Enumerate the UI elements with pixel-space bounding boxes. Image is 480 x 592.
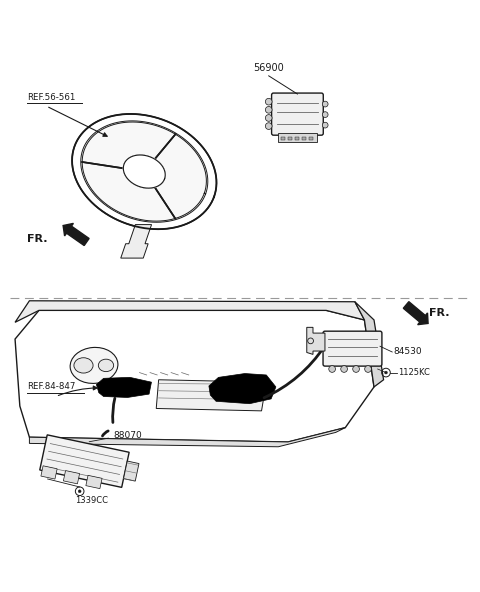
- Circle shape: [341, 366, 348, 372]
- Polygon shape: [63, 471, 80, 484]
- Circle shape: [329, 366, 336, 372]
- Polygon shape: [96, 377, 152, 397]
- Polygon shape: [209, 374, 276, 404]
- Ellipse shape: [98, 359, 114, 372]
- Polygon shape: [86, 475, 102, 488]
- Polygon shape: [29, 427, 345, 447]
- Polygon shape: [403, 302, 428, 324]
- Polygon shape: [41, 466, 57, 479]
- Polygon shape: [15, 301, 364, 322]
- Text: 1125KC: 1125KC: [398, 368, 430, 377]
- Circle shape: [78, 490, 81, 493]
- Circle shape: [323, 112, 328, 117]
- Circle shape: [265, 107, 272, 113]
- Text: FR.: FR.: [429, 308, 450, 318]
- Polygon shape: [355, 302, 384, 387]
- Bar: [310, 137, 313, 140]
- Polygon shape: [63, 223, 89, 246]
- FancyBboxPatch shape: [272, 93, 323, 135]
- Circle shape: [265, 123, 272, 130]
- Circle shape: [323, 101, 328, 107]
- Circle shape: [323, 123, 328, 128]
- Ellipse shape: [74, 358, 93, 373]
- Bar: [281, 137, 285, 140]
- Circle shape: [265, 115, 272, 121]
- Text: 84530: 84530: [393, 348, 422, 356]
- Circle shape: [384, 371, 387, 374]
- Bar: [302, 137, 306, 140]
- Polygon shape: [15, 310, 374, 442]
- Polygon shape: [123, 155, 165, 188]
- Text: 56900: 56900: [253, 63, 284, 73]
- Text: REF.56-561: REF.56-561: [27, 93, 75, 102]
- Bar: [288, 137, 292, 140]
- Text: FR.: FR.: [27, 234, 48, 243]
- Polygon shape: [40, 435, 129, 487]
- Polygon shape: [307, 327, 325, 355]
- Polygon shape: [156, 379, 266, 411]
- Polygon shape: [123, 461, 139, 481]
- Text: 88070: 88070: [113, 431, 142, 440]
- Text: REF.84-847: REF.84-847: [27, 382, 75, 391]
- Circle shape: [365, 366, 372, 372]
- Polygon shape: [278, 133, 317, 142]
- Polygon shape: [82, 122, 206, 221]
- FancyBboxPatch shape: [323, 331, 382, 366]
- Circle shape: [265, 98, 272, 105]
- Circle shape: [353, 366, 360, 372]
- Ellipse shape: [70, 348, 118, 384]
- Text: 1339CC: 1339CC: [75, 496, 108, 505]
- Bar: [295, 137, 299, 140]
- Polygon shape: [121, 224, 152, 258]
